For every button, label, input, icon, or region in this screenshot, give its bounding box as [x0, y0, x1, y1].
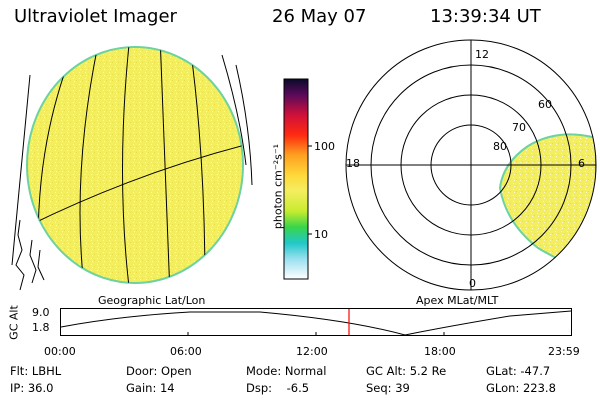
ip-info: IP: 36.0: [10, 381, 54, 395]
mlt-label-6: 6: [578, 157, 585, 170]
gain-info: Gain: 14: [126, 381, 175, 395]
colorbar-unit-label: photon cm⁻²s⁻¹: [271, 143, 285, 230]
coastline: [235, 64, 253, 186]
orbit-altitude-curve: [60, 310, 572, 336]
mlat-label-70: 70: [512, 121, 526, 134]
mlt-label-0: 0: [469, 277, 476, 290]
longitude-line: [159, 47, 171, 283]
orbit-altitude-plot: [60, 308, 572, 336]
gc-alt-info: GC Alt: 5.2 Re: [366, 364, 447, 378]
auroral-oval: [498, 133, 596, 275]
latitude-line: [27, 144, 243, 231]
orbit-plot-frame: [60, 308, 572, 336]
time-label: 13:39:34 UT: [430, 6, 541, 27]
coastline: [37, 249, 45, 281]
longitude-line: [79, 47, 101, 283]
mlt-label-18: 18: [346, 157, 360, 170]
apex-caption: Apex MLat/MLT: [416, 294, 499, 307]
filter-info: Flt: LBHL: [10, 364, 62, 378]
colorbar-tick-100: 100: [314, 140, 335, 153]
geographic-image-panel: [11, 46, 253, 291]
colorbar-tick-10: 10: [314, 228, 328, 241]
coastline: [221, 54, 247, 166]
seq-info: Seq: 39: [366, 381, 410, 395]
earth-disc: [26, 46, 244, 284]
mlat-label-60: 60: [538, 98, 552, 111]
longitude-line: [189, 47, 206, 283]
mlt-label-12: 12: [475, 48, 489, 61]
orbit-xtick-4: 23:59: [548, 345, 580, 358]
orbit-xtick-2: 12:00: [296, 345, 328, 358]
glat-info: GLat: -47.7: [486, 364, 551, 378]
orbit-ylabel: GC Alt: [7, 305, 21, 340]
mode-info: Mode: Normal: [246, 364, 327, 378]
date-label: 26 May 07: [272, 6, 367, 27]
polar-dial-panel: [345, 39, 597, 291]
colorbar-scale: [283, 78, 309, 280]
coastline: [29, 239, 37, 284]
geographic-caption: Geographic Lat/Lon: [98, 294, 206, 307]
orbit-ytick-bottom: 1.8: [32, 321, 50, 334]
orbit-ytick-top: 9.0: [32, 306, 50, 319]
coastline: [15, 219, 25, 291]
dsp-info: Dsp: -6.5: [246, 381, 310, 395]
orbit-xtick-1: 06:00: [170, 345, 202, 358]
instrument-title: Ultraviolet Imager: [14, 6, 177, 27]
orbit-xtick-3: 18:00: [424, 345, 456, 358]
mlat-label-80: 80: [493, 140, 507, 153]
longitude-line: [122, 47, 131, 283]
colorbar: [283, 78, 312, 280]
door-info: Door: Open: [126, 364, 192, 378]
glon-info: GLon: 223.8: [486, 381, 556, 395]
coastline: [11, 74, 31, 266]
orbit-xtick-0: 00:00: [44, 345, 76, 358]
